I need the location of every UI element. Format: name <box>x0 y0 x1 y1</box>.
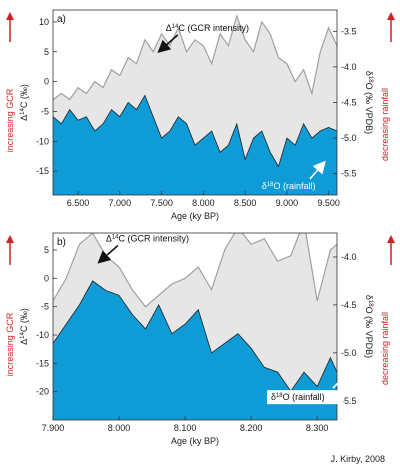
x-tick-label: 8.000 <box>192 198 215 208</box>
x-tick-label: 8.100 <box>174 423 197 433</box>
y-left-tick-label: -5 <box>41 302 49 312</box>
y-right-axis-label: δ18O (‰ VPDB) <box>364 295 374 358</box>
y-right-tick-label: -4.0 <box>341 62 357 72</box>
y-left-tick-label: 0 <box>44 273 49 283</box>
x-tick-label: 9.000 <box>276 198 299 208</box>
rainfall-area-fill <box>53 280 337 420</box>
x-tick-label: 7.500 <box>150 198 173 208</box>
y-left-axis-label: Δ14C (‰) <box>19 308 29 345</box>
gcr-annotation: Δ14C (GCR intensity) <box>106 234 189 244</box>
x-tick-label: 8.300 <box>306 423 329 433</box>
right-red-arrowhead <box>387 235 395 243</box>
y-left-tick-label: -10 <box>36 330 49 340</box>
y-right-tick-label: -4.0 <box>341 252 357 262</box>
rainfall-annotation: δ18O (rainfall) <box>262 181 316 191</box>
plot-content <box>53 14 337 195</box>
left-red-arrowhead <box>6 235 14 243</box>
y-right-tick-label: -5.0 <box>341 348 357 358</box>
panel-label: b) <box>57 237 66 248</box>
credit-text: J. Kirby, 2008 <box>331 454 385 464</box>
y-left-tick-label: 5 <box>44 245 49 255</box>
rainfall-annotation-arrow <box>309 160 326 180</box>
y-right-tick-label: -5.0 <box>341 133 357 143</box>
y-right-tick-label: -5.5 <box>341 169 357 179</box>
right-red-arrowhead <box>387 12 395 20</box>
left-red-label: increasing GCR <box>5 88 15 152</box>
x-tick-label: 9.500 <box>317 198 340 208</box>
x-tick-label: 7.000 <box>109 198 132 208</box>
y-right-tick-label: -4.5 <box>341 98 357 108</box>
x-tick-label: 7.900 <box>42 423 65 433</box>
y-right-tick-label: -5.5 <box>341 396 357 406</box>
panel-label: a) <box>57 14 66 25</box>
right-red-label: decreasing rainfall <box>380 88 390 161</box>
right-red-label: decreasing rainfall <box>380 312 390 385</box>
y-right-tick-label: -4.5 <box>341 300 357 310</box>
x-tick-label: 8.200 <box>240 423 263 433</box>
y-left-tick-label: -20 <box>36 387 49 397</box>
gcr-series-line <box>53 14 337 101</box>
gcr-annotation-arrow <box>97 244 119 264</box>
y-left-tick-label: -15 <box>36 166 49 176</box>
x-tick-label: 8.000 <box>108 423 131 433</box>
x-tick-label: 8.500 <box>234 198 257 208</box>
gcr-annotation-arrow <box>157 34 179 54</box>
plot-frame <box>52 232 338 421</box>
rainfall-annotation-box <box>266 390 343 405</box>
chart-panel-a: 6.500 7.000 7.500 8.000 8.500 9.000 9.500 10 5 0 -… <box>5 9 395 221</box>
rainfall-series-line <box>53 280 337 392</box>
rainfall-annotation: δ18O (rainfall) <box>271 392 325 402</box>
y-left-tick-label: -15 <box>36 358 49 368</box>
gcr-annotation: Δ14C (GCR intensity) <box>166 23 249 33</box>
plot-content <box>53 233 337 420</box>
y-left-tick-label: -10 <box>36 136 49 146</box>
y-left-tick-label: 0 <box>44 77 49 87</box>
x-axis-label: Age (ky BP) <box>171 211 219 221</box>
y-right-tick-label: -3.5 <box>341 26 357 36</box>
y-left-tick-label: 5 <box>44 47 49 57</box>
rainfall-annotation-arrow <box>332 367 354 389</box>
y-left-tick-label: -5 <box>41 106 49 116</box>
chart-panel-b: 7.900 8.000 8.100 8.200 8.300 5 0 -5 -10 -15 -20 -4… <box>5 232 395 446</box>
gcr-series-line <box>53 233 337 308</box>
x-tick-label: 6.500 <box>67 198 90 208</box>
rainfall-series-line <box>53 94 337 168</box>
x-axis-label: Age (ky BP) <box>171 436 219 446</box>
y-left-tick-label: 10 <box>39 17 49 27</box>
y-left-axis-label: Δ14C (‰) <box>19 84 29 121</box>
left-red-label: increasing GCR <box>5 312 15 376</box>
left-red-arrowhead <box>6 12 14 20</box>
y-right-axis-label: δ18O (‰ VPDB) <box>364 71 374 134</box>
